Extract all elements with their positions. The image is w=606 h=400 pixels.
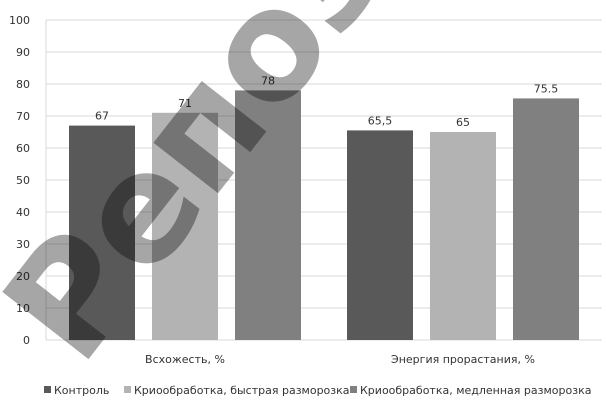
y-tick-label: 0 — [23, 334, 30, 347]
legend-swatch — [350, 386, 357, 393]
grid-lines — [45, 19, 602, 341]
legend-entry: Криообработка, медленная разморозка — [360, 384, 591, 396]
y-tick-label: 60 — [16, 142, 30, 155]
y-tick-label: 10 — [16, 302, 30, 315]
category-label: Энергия прорастания, % — [391, 353, 535, 366]
y-tick-label: 80 — [16, 78, 30, 91]
data-label: 67 — [95, 110, 109, 123]
data-label: 65,5 — [368, 114, 393, 127]
category-label: Всхожесть, % — [145, 353, 225, 366]
legend-swatch — [124, 386, 131, 393]
legend: Контроль Криообработка, быстрая разморозк… — [44, 384, 591, 397]
category-labels: Всхожесть, % Энергия прорастания, % — [145, 353, 535, 366]
y-tick-label: 100 — [9, 14, 30, 27]
bar-1-1 — [69, 125, 135, 340]
y-tick-label: 70 — [16, 110, 30, 123]
legend-entry: Криообработка, быстрая разморозка — [134, 384, 350, 396]
y-tick-label: 30 — [16, 238, 30, 251]
legend-entry: Контроль — [54, 384, 109, 396]
y-tick-label: 40 — [16, 206, 30, 219]
y-axis-ticks: 0 10 20 30 40 50 60 70 80 90 100 — [9, 14, 30, 347]
bar-3-2 — [513, 98, 579, 341]
data-label: 78 — [261, 74, 275, 87]
bars — [69, 90, 579, 341]
y-tick-label: 50 — [16, 174, 30, 187]
legend-swatch — [44, 386, 51, 393]
y-tick-label: 20 — [16, 270, 30, 283]
bar-2-2 — [430, 132, 496, 340]
y-tick-label: 90 — [16, 46, 30, 59]
data-label: 75.5 — [534, 82, 559, 95]
data-label: 65 — [456, 116, 470, 129]
data-label: 71 — [178, 97, 192, 110]
bar-3-1 — [235, 90, 301, 341]
bar-1-2 — [347, 130, 413, 340]
data-labels: 67 71 78 65,5 65 75.5 — [95, 74, 558, 129]
bar-2-1 — [152, 112, 218, 340]
